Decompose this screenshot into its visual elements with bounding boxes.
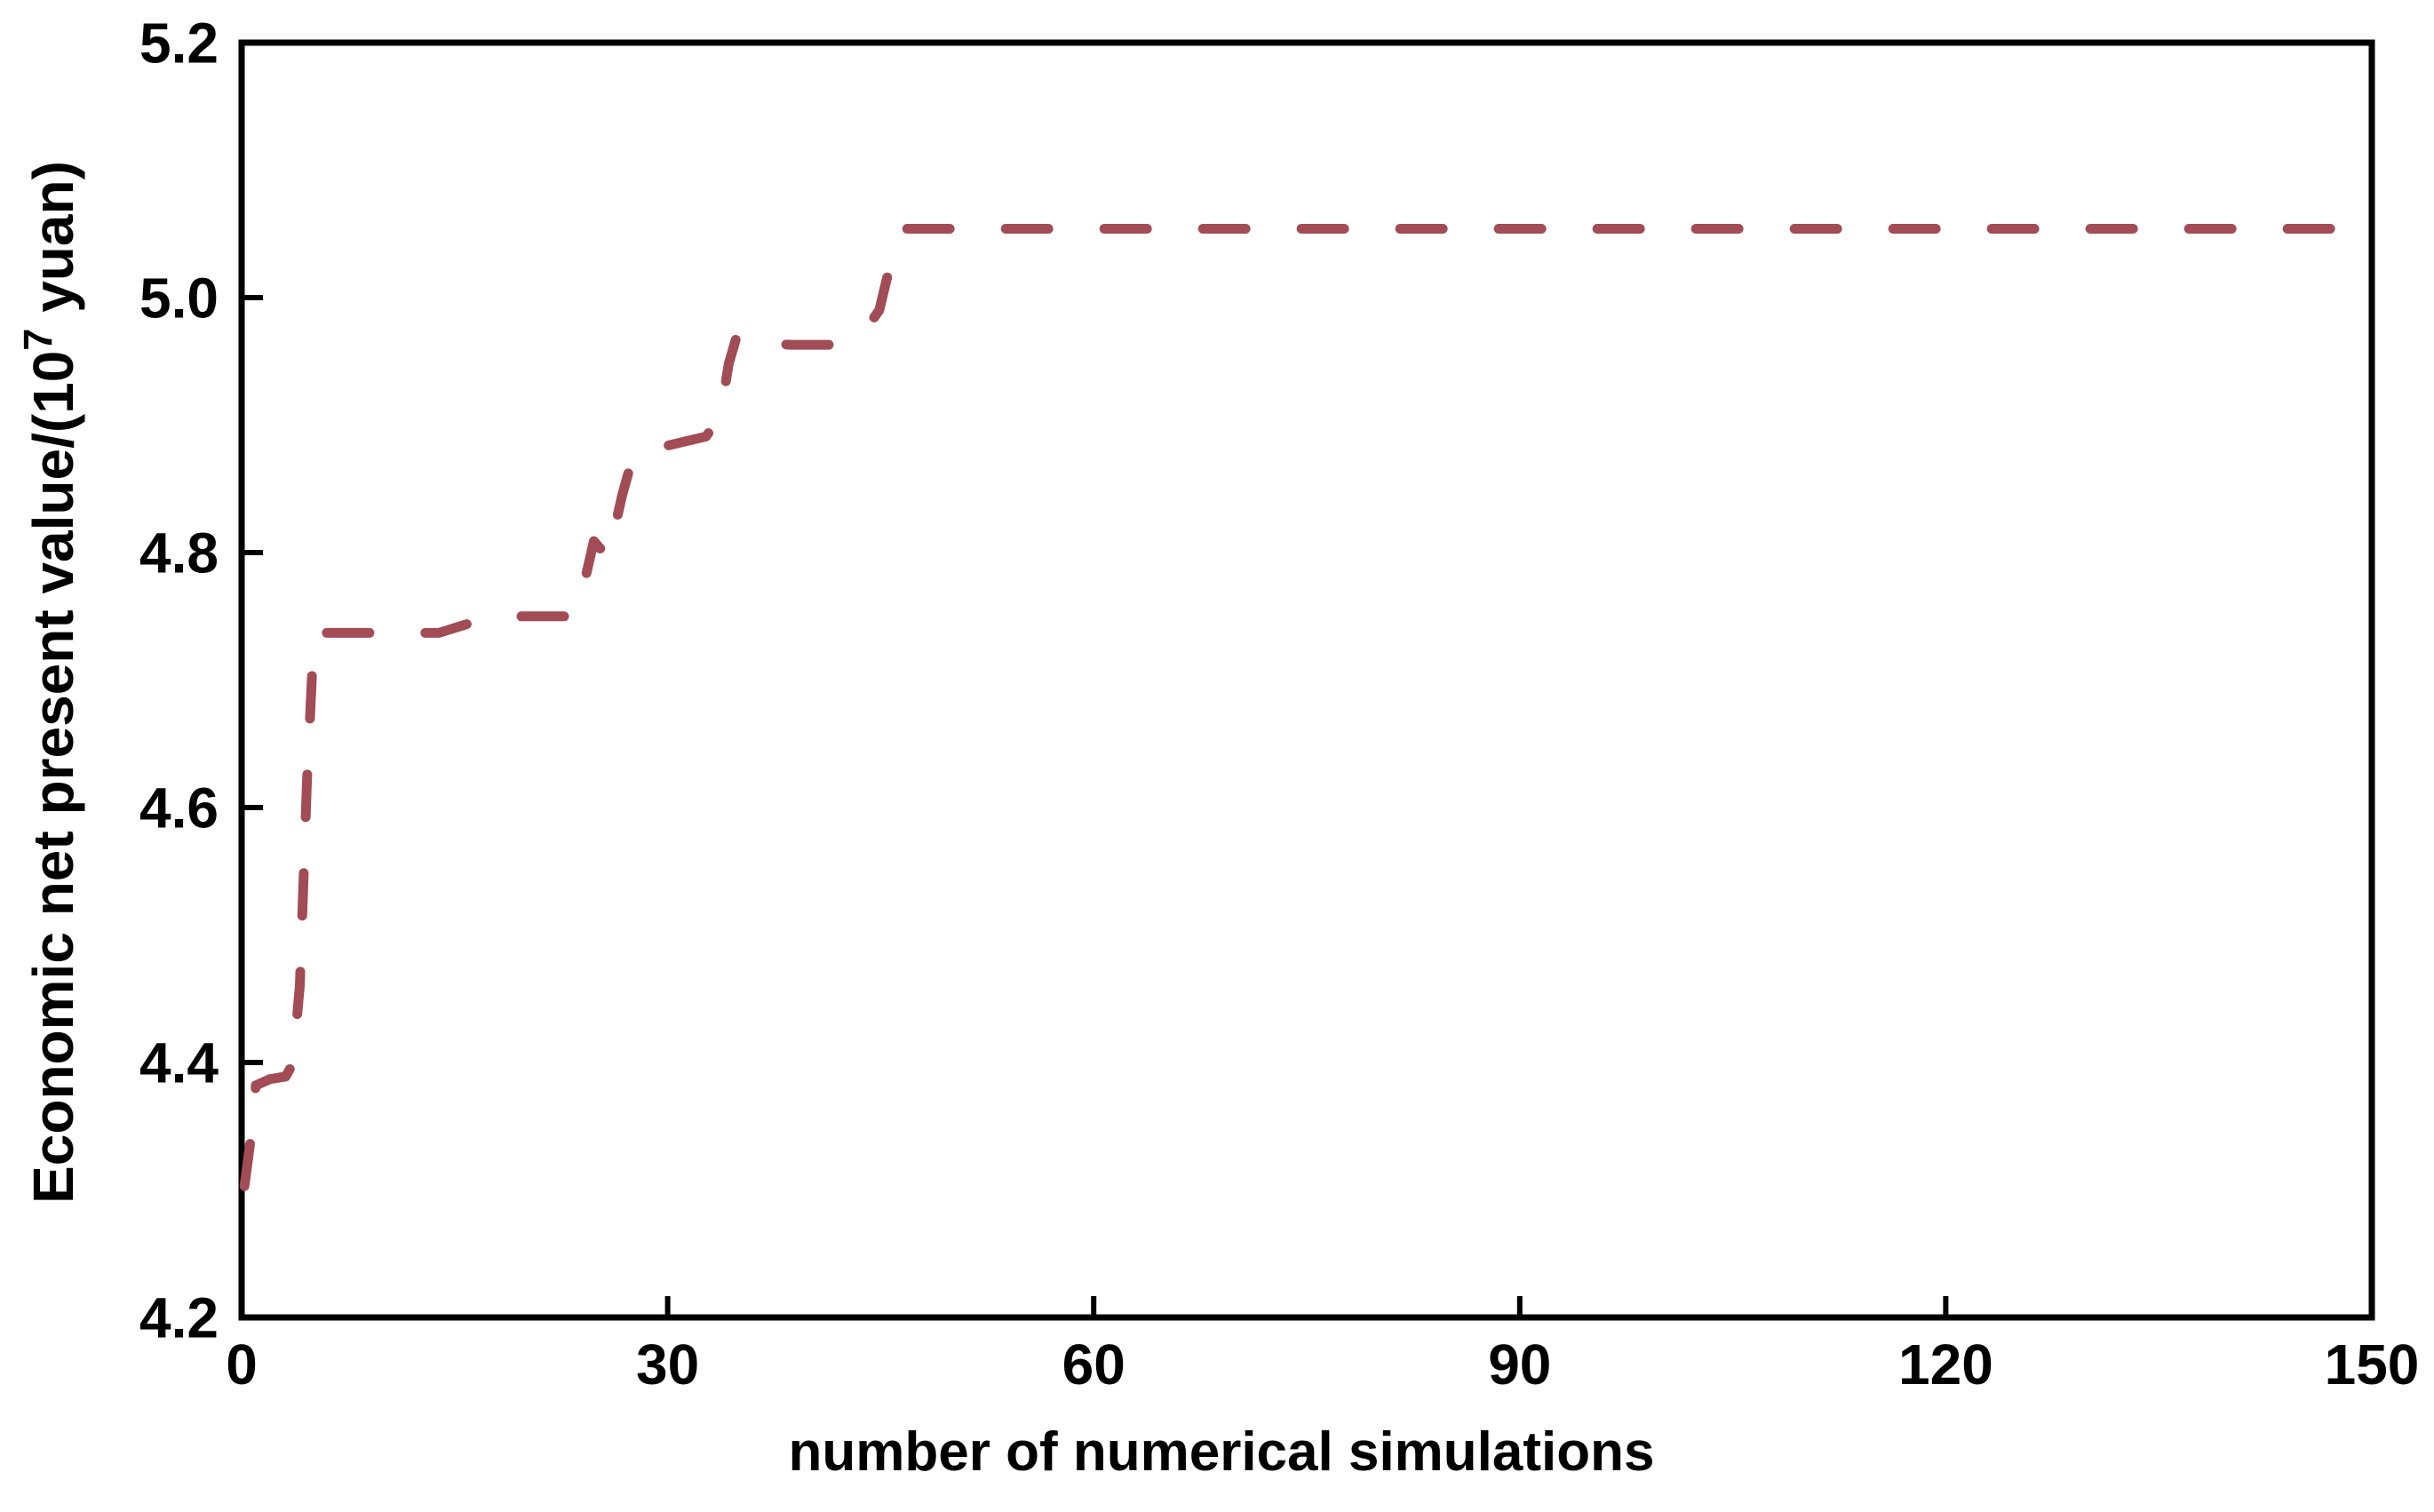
y-tick-label: 4.8 bbox=[139, 521, 219, 585]
y-tick-label: 4.4 bbox=[139, 1031, 219, 1094]
plot-frame bbox=[238, 39, 2375, 1321]
data-series bbox=[239, 224, 2353, 1191]
x-tick-label: 0 bbox=[226, 1333, 258, 1397]
x-tick-label: 90 bbox=[1488, 1333, 1551, 1397]
y-tick-label: 4.2 bbox=[139, 1285, 219, 1349]
x-tick-label: 60 bbox=[1062, 1333, 1126, 1397]
y-axis-title: Economic net present value/(107 yuan) bbox=[15, 161, 85, 1204]
x-axis-title: number of numerical simulations bbox=[789, 1421, 1655, 1483]
x-tick-label: 30 bbox=[636, 1333, 699, 1397]
y-tick-label: 5.2 bbox=[139, 11, 219, 75]
y-tick-label: 4.6 bbox=[139, 776, 219, 840]
y-tick-label: 5.0 bbox=[139, 266, 219, 330]
series-line-enpv-best-so-far bbox=[239, 224, 2353, 1191]
axis-tick-labels: 0 30 60 90 120 150 4.2 4.4 4.6 4.8 5.0 5.2 bbox=[139, 11, 2419, 1397]
x-tick-label: 120 bbox=[1898, 1333, 1993, 1397]
x-tick-label: 150 bbox=[2325, 1333, 2420, 1397]
axis-ticks bbox=[239, 40, 2374, 1320]
